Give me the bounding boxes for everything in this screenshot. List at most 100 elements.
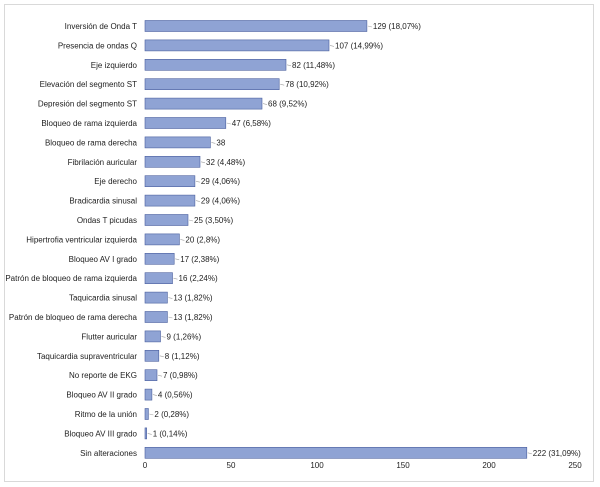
data-label: 16 (2,24%) [179,274,218,283]
leader-line [175,258,180,261]
leader-line [195,200,200,202]
bar [144,349,160,362]
category-label: Ondas T picudas [77,216,137,225]
bar [144,175,196,187]
data-label: 82 (11,48%) [292,61,335,70]
data-label: 8 (1,12%) [165,352,200,361]
leader-line [159,355,164,358]
x-tick-label: 50 [227,461,236,470]
category-label: Eje derecho [94,177,137,186]
bar [144,253,175,265]
data-label: 17 (2,38%) [180,255,219,264]
leader-line [211,142,216,144]
category-label: No reporte de EKG [69,371,137,380]
bar [144,369,158,382]
bar [144,291,168,304]
category-label: Bloqueo AV III grado [64,429,137,438]
category-label: Elevación del segmento ST [40,80,138,89]
bars-group [144,20,528,459]
leader-line [188,219,194,222]
bar [144,136,211,149]
bar [144,272,173,285]
data-label: 129 (18,07%) [373,22,421,31]
leader-line [157,374,163,377]
x-tick-label: 100 [310,461,324,470]
bar [144,330,161,343]
leader-line [286,64,292,67]
leader-line [226,122,231,125]
leader-line [280,83,285,86]
x-tick-label: 200 [482,461,496,470]
data-label: 29 (4,06%) [201,177,240,186]
x-tick-label: 250 [568,461,582,470]
category-label: Presencia de ondas Q [58,41,137,50]
category-label: Ritmo de la unión [75,410,137,419]
leader-line [329,45,335,47]
category-label: Bloqueo AV I grado [69,255,138,264]
data-label: 68 (9,52%) [268,100,307,109]
data-label: 13 (1,82%) [173,313,212,322]
category-label: Bloqueo de rama derecha [45,138,138,147]
leader-line [147,433,152,435]
category-label: Patrón de bloqueo de rama derecha [9,313,138,322]
leader-line [262,103,268,105]
category-label: Taquicardia sinusal [69,294,137,303]
x-tick-label: 150 [396,461,410,470]
leader-line [367,25,372,28]
bar [144,156,201,168]
category-label: Flutter auricular [81,332,137,341]
leader-line [527,452,532,455]
data-label: 20 (2,8%) [185,235,220,244]
bar [144,78,280,90]
category-label: Bloqueo de rama izquierda [41,119,137,128]
category-label: Hipertrofia ventricular izquierda [26,235,137,244]
x-tick-label: 0 [143,461,148,470]
data-labels-group: 129 (18,07%) 107 (14,99%) 82 (11,48%) 78 (1… [147,22,581,458]
data-label: 13 (1,82%) [173,294,212,303]
bar [144,408,149,420]
category-labels-group: Inversión de Onda T Presencia de ondas Q E… [5,22,137,458]
leader-line [152,394,157,396]
data-label: 1 (0,14%) [153,429,188,438]
data-label: 38 [216,138,225,147]
bar [144,39,330,52]
data-label: 25 (3,50%) [194,216,233,225]
data-label: 47 (6,58%) [232,119,271,128]
bar [144,20,368,32]
data-label: 222 (31,09%) [533,449,581,458]
x-tick-labels-group: 0 50 100 150 200 250 [143,461,582,470]
data-label: 2 (0,28%) [154,410,189,419]
category-label: Inversión de Onda T [65,22,137,31]
bar [144,388,153,401]
leader-line [168,297,173,299]
bar [144,194,196,207]
leader-line [168,316,173,319]
category-label: Sin alteraciones [80,449,137,458]
leader-line [200,161,206,164]
bar [144,97,263,110]
data-label: 32 (4,48%) [206,158,245,167]
bar [144,117,227,129]
chart-frame [4,4,594,482]
data-label: 9 (1,26%) [167,332,202,341]
category-label: Fibrilación auricular [68,158,138,167]
leader-line [161,336,166,338]
category-label: Bradicardia sinusal [69,197,137,206]
bar [144,446,528,459]
category-label: Depresión del segmento ST [38,100,137,109]
bar [144,214,189,226]
leader-line [149,413,154,416]
leader-line [180,239,185,241]
data-label: 78 (10,92%) [285,80,329,89]
data-label: 29 (4,06%) [201,197,240,206]
leader-line [173,277,178,280]
bar [144,233,180,246]
data-label: 4 (0,56%) [158,391,193,400]
bar [144,58,287,71]
category-label: Patrón de bloqueo de rama izquierda [5,274,137,283]
data-label: 107 (14,99%) [335,41,383,50]
category-label: Bloqueo AV II grado [66,391,137,400]
data-label: 7 (0,98%) [163,371,198,380]
bar [144,427,148,440]
